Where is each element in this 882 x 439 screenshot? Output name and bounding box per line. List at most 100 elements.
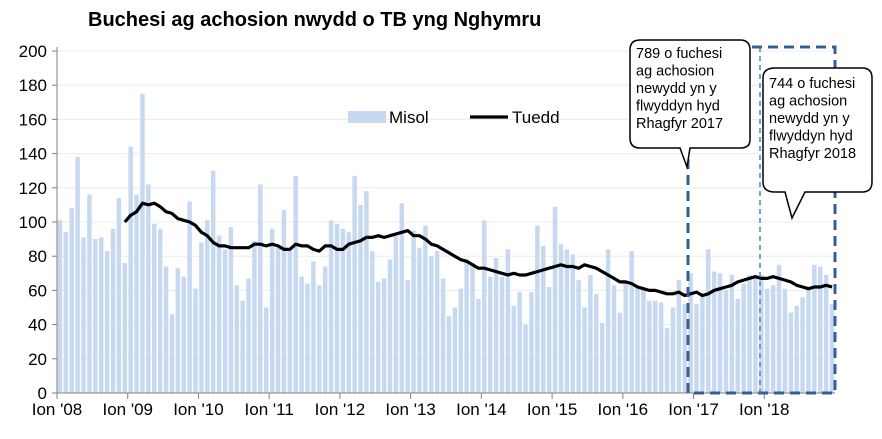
x-tick-label: Ion '16: [598, 400, 649, 419]
y-tick-label: 20: [28, 350, 47, 369]
bar: [499, 276, 505, 393]
callout-line: Rhagfyr 2017: [636, 116, 723, 132]
bar: [169, 314, 175, 393]
bar: [128, 146, 133, 393]
bar: [210, 170, 216, 393]
bar: [387, 259, 393, 393]
trend-line-tuedd: [123, 201, 833, 298]
bar: [175, 268, 181, 393]
bar: [346, 232, 351, 393]
bar: [440, 278, 446, 393]
bar: [770, 285, 776, 393]
bar: [617, 312, 623, 393]
bar: [487, 276, 493, 393]
legend-label-tuedd: Tuedd: [512, 108, 560, 127]
bar: [505, 249, 511, 393]
bar: [340, 228, 346, 393]
bar: [599, 322, 605, 393]
bar-series-misol: [57, 93, 835, 393]
bar: [375, 281, 381, 393]
legend-label-misol: Misol: [389, 108, 429, 127]
x-tick-label: Ion '15: [527, 400, 578, 419]
bar: [829, 304, 835, 393]
bar: [381, 278, 387, 393]
bar: [258, 184, 263, 393]
callout-line: newydd yn y: [769, 111, 850, 127]
callout-line: 789 o fuchesi: [636, 46, 722, 62]
bar: [110, 228, 116, 393]
bar: [287, 251, 293, 393]
bar: [246, 278, 251, 393]
y-tick-labels: 0 20 40 60 80 100 120 140 160 180 200: [19, 42, 47, 403]
y-tick-label: 120: [19, 179, 47, 198]
bar: [98, 237, 104, 393]
x-tick-label: Ion '18: [739, 400, 790, 419]
bar: [482, 220, 487, 393]
bar: [747, 275, 752, 393]
bar: [664, 328, 670, 393]
bar: [193, 288, 198, 393]
bar: [470, 263, 475, 393]
bar: [759, 275, 764, 393]
bar: [240, 300, 245, 393]
bar: [493, 257, 499, 393]
bar: [676, 280, 682, 393]
bar: [399, 203, 405, 393]
bar: [205, 220, 210, 393]
bar: [358, 204, 363, 393]
bar: [334, 223, 340, 393]
bar: [116, 198, 122, 393]
bar: [75, 157, 80, 393]
bar: [187, 201, 192, 393]
bar: [293, 175, 298, 393]
bar: [417, 247, 422, 393]
bar: [163, 266, 169, 393]
bar: [812, 264, 817, 393]
bar: [558, 244, 564, 393]
bar: [694, 304, 699, 393]
bar: [717, 273, 723, 393]
bar: [199, 242, 204, 393]
callout-line: ag achosion: [636, 64, 714, 80]
bar: [776, 264, 782, 393]
bar: [393, 233, 399, 393]
bar: [605, 249, 611, 393]
bar: [529, 292, 534, 393]
bar: [517, 292, 522, 393]
y-tick-label: 40: [28, 316, 47, 335]
bar: [222, 249, 228, 393]
bar: [452, 307, 458, 393]
x-tick-label: Ion '09: [102, 400, 153, 419]
bar: [269, 228, 275, 393]
bar: [623, 281, 629, 393]
callout-line: 744 o fuchesi: [769, 76, 855, 92]
bar: [629, 251, 634, 393]
bar: [611, 285, 617, 393]
bar: [252, 240, 257, 393]
bar: [570, 254, 575, 393]
bar: [234, 285, 240, 393]
callout-line: ag achosion: [769, 94, 847, 110]
bar: [682, 304, 687, 393]
y-tick-label: 80: [28, 247, 47, 266]
x-tick-label: Ion '17: [668, 400, 719, 419]
callout-line: flwyddyn hyd: [769, 129, 853, 145]
x-tick-label: Ion '12: [315, 400, 366, 419]
bar: [711, 271, 717, 393]
y-tick-label: 180: [19, 76, 47, 95]
bar: [523, 324, 528, 393]
bar: [434, 251, 440, 393]
bar: [652, 300, 658, 393]
bar: [317, 285, 322, 393]
x-tick-label: Ion '08: [32, 400, 83, 419]
bar: [446, 316, 452, 393]
y-tick-label: 0: [38, 384, 47, 403]
bar: [670, 307, 676, 393]
bar: [69, 208, 74, 393]
x-tick-label: Ion '13: [385, 400, 436, 419]
bar: [546, 286, 552, 393]
